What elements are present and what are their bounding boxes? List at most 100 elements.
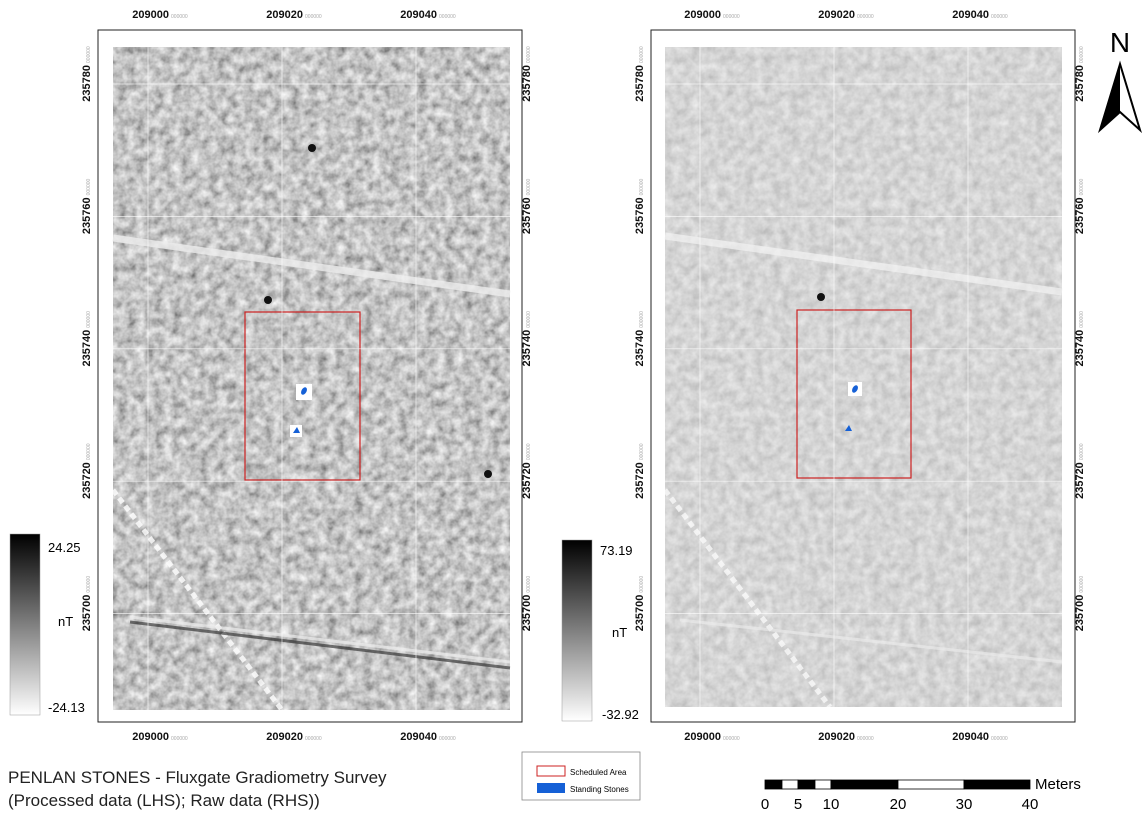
coordinate-suffix: 000000: [991, 14, 1008, 20]
coordinate-label: 235740 000000: [1074, 311, 1086, 367]
scale-label: 5: [794, 796, 802, 813]
coordinate-label: 235780 000000: [1074, 46, 1086, 102]
coordinate-label: 235760 000000: [1074, 178, 1086, 234]
coordinate-value: 235700: [521, 595, 533, 632]
coordinate-value: 235740: [81, 330, 93, 367]
coordinate-value: 209000: [132, 9, 169, 21]
coordinate-value: 235700: [634, 595, 646, 632]
scale-segment: [831, 780, 898, 789]
coordinate-value: 235780: [521, 65, 533, 102]
title: PENLAN STONES - Fluxgate Gradiometry Sur…: [8, 768, 387, 787]
coordinate-value: 235780: [1074, 65, 1086, 102]
coordinate-value: 209040: [400, 731, 437, 743]
coordinate-suffix: 000000: [857, 736, 874, 742]
coordinate-suffix: 000000: [1079, 178, 1085, 195]
coordinate-value: 235760: [521, 197, 533, 234]
ramp-max: 24.25: [48, 540, 81, 555]
legend-item: Scheduled Area: [570, 768, 627, 777]
scale-label: 0: [761, 796, 769, 813]
coordinate-label: 209020000000: [818, 9, 874, 21]
coordinate-value: 235720: [1074, 462, 1086, 499]
coordinate-label: 235760 000000: [521, 178, 533, 234]
color-ramp: [562, 540, 592, 721]
coordinate-suffix: 000000: [305, 14, 322, 20]
coordinate-value: 209000: [684, 731, 721, 743]
ramp-unit: nT: [58, 614, 73, 629]
coordinate-value: 209040: [400, 9, 437, 21]
coordinate-value: 235700: [81, 595, 93, 632]
coordinate-value: 235720: [634, 462, 646, 499]
coordinate-label: 235760000000: [634, 178, 646, 234]
map-figure: 2090000000002090000000002090200000002090…: [0, 0, 1144, 825]
coordinate-suffix: 000000: [639, 311, 645, 328]
ramp-max: 73.19: [600, 543, 633, 558]
coordinate-suffix: 000000: [1079, 443, 1085, 460]
coordinate-value: 235780: [634, 65, 646, 102]
coordinate-value: 209040: [952, 9, 989, 21]
coordinate-value: 235740: [634, 330, 646, 367]
scale-segment: [898, 780, 964, 789]
coordinate-label: 235720 000000: [521, 443, 533, 499]
coordinate-label: 209040000000: [400, 9, 456, 21]
coordinate-value: 235760: [1074, 197, 1086, 234]
coordinate-label: 235740000000: [81, 311, 93, 367]
coordinate-label: 235720000000: [81, 443, 93, 499]
coordinate-label: 235700 000000: [521, 576, 533, 632]
coordinate-suffix: 000000: [1079, 576, 1085, 593]
coordinate-value: 209000: [684, 9, 721, 21]
coordinate-label: 235780 000000: [634, 46, 646, 102]
scale-label: 40: [1022, 796, 1039, 813]
coordinate-label: 235740 000000: [634, 311, 646, 367]
coordinate-label: 235780 000000: [521, 46, 533, 102]
coordinate-suffix: 000000: [526, 576, 532, 593]
coordinate-label: 235700000000: [81, 576, 93, 632]
scale-label: 20: [890, 796, 907, 813]
coordinate-value: 209020: [266, 731, 303, 743]
scale-label: 10: [823, 796, 840, 813]
coordinate-suffix: 000000: [857, 14, 874, 20]
scale-segment: [964, 780, 1030, 789]
coordinate-suffix: 000000: [526, 311, 532, 328]
coordinate-value: 209000: [132, 731, 169, 743]
coordinate-suffix: 000000: [86, 178, 92, 195]
coordinate-label: 235760000000: [81, 178, 93, 234]
coordinate-suffix: 000000: [1079, 46, 1085, 63]
scale-segment: [765, 780, 782, 789]
coordinate-suffix: 000000: [526, 46, 532, 63]
coordinate-suffix: 000000: [639, 178, 645, 195]
coordinate-suffix: 000000: [639, 46, 645, 63]
coordinate-suffix: 000000: [723, 14, 740, 20]
survey-image-left: [113, 47, 510, 710]
coordinate-suffix: 000000: [526, 443, 532, 460]
coordinate-label: 235720 000000: [1074, 443, 1086, 499]
coordinate-value: 235740: [1074, 330, 1086, 367]
coordinate-value: 235720: [81, 462, 93, 499]
scale-segment: [782, 780, 798, 789]
page: Penlan Stones html,body{margin:0;padding…: [0, 0, 1144, 825]
coordinate-suffix: 000000: [1079, 311, 1085, 328]
coordinate-value: 209020: [266, 9, 303, 21]
legend: Scheduled Area Standing Stones: [522, 752, 640, 800]
coordinate-label: 235700000000: [634, 576, 646, 632]
ramp-min: -24.13: [48, 700, 85, 715]
coordinate-label: 235720000000: [634, 443, 646, 499]
coordinate-value: 235780: [81, 65, 93, 102]
coordinate-suffix: 000000: [991, 736, 1008, 742]
scale-unit: Meters: [1035, 776, 1081, 793]
coordinate-value: 209020: [818, 731, 855, 743]
coordinate-suffix: 000000: [526, 178, 532, 195]
coordinate-suffix: 000000: [439, 14, 456, 20]
ramp-unit: nT: [612, 625, 627, 640]
coordinate-suffix: 000000: [723, 736, 740, 742]
coordinate-value: 235700: [1074, 595, 1086, 632]
coordinate-value: 235720: [521, 462, 533, 499]
coordinate-label: 235700 000000: [1074, 576, 1086, 632]
ramp-min: -32.92: [602, 707, 639, 722]
